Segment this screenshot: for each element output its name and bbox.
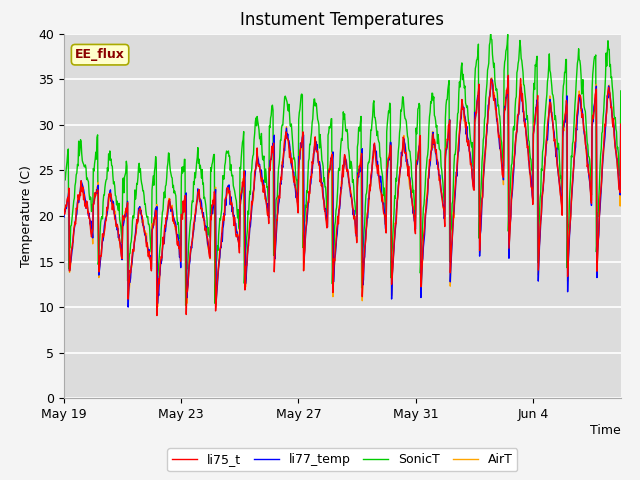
li77_temp — [60, 214, 68, 220]
AirT — [412, 224, 419, 229]
SonicT — [182, 302, 189, 308]
AirT — [488, 75, 495, 81]
Line: li77_temp: li77_temp — [64, 77, 621, 307]
li75_t — [320, 198, 328, 204]
li75_t — [179, 198, 187, 204]
li77_temp — [617, 122, 625, 128]
Line: SonicT: SonicT — [64, 34, 621, 305]
AirT — [320, 198, 328, 204]
li75_t — [60, 206, 68, 212]
li75_t — [390, 242, 398, 248]
SonicT — [487, 31, 495, 36]
Title: Instument Temperatures: Instument Temperatures — [241, 11, 444, 29]
li77_temp — [320, 196, 328, 202]
SonicT — [526, 150, 534, 156]
SonicT — [390, 209, 398, 215]
li77_temp — [179, 207, 187, 213]
Line: AirT: AirT — [64, 78, 621, 307]
li77_temp — [390, 246, 398, 252]
AirT — [179, 208, 187, 214]
li75_t — [256, 164, 264, 169]
SonicT — [179, 170, 186, 176]
AirT — [60, 211, 68, 216]
li75_t — [153, 312, 161, 318]
AirT — [617, 131, 625, 136]
Text: EE_flux: EE_flux — [75, 48, 125, 61]
Line: li75_t: li75_t — [64, 75, 621, 315]
SonicT — [617, 88, 625, 94]
li75_t — [504, 72, 512, 78]
li77_temp — [526, 169, 534, 175]
li77_temp — [124, 304, 132, 310]
li75_t — [526, 167, 534, 172]
Y-axis label: Temperature (C): Temperature (C) — [20, 165, 33, 267]
li77_temp — [412, 226, 419, 232]
li75_t — [412, 231, 419, 237]
AirT — [154, 304, 161, 310]
Legend: li75_t, li77_temp, SonicT, AirT: li75_t, li77_temp, SonicT, AirT — [167, 448, 518, 471]
SonicT — [412, 215, 419, 220]
Text: Time: Time — [590, 424, 621, 437]
AirT — [526, 171, 534, 177]
AirT — [256, 163, 264, 169]
li77_temp — [504, 74, 512, 80]
li77_temp — [256, 161, 264, 167]
AirT — [390, 242, 398, 248]
li75_t — [617, 121, 625, 127]
SonicT — [320, 179, 328, 185]
SonicT — [60, 179, 68, 184]
SonicT — [256, 136, 264, 142]
